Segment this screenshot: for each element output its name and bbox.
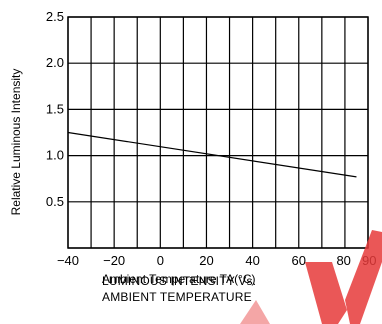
x-tick-label: −20 bbox=[103, 253, 125, 268]
y-tick-label: 1.0 bbox=[46, 148, 64, 163]
y-tick-label: 2.0 bbox=[46, 55, 64, 70]
watermark-stroke bbox=[345, 230, 382, 324]
watermark-stroke bbox=[305, 262, 347, 324]
y-axis-label: Relative Luminous Intensity bbox=[9, 69, 23, 216]
x-tick-label: 40 bbox=[245, 253, 259, 268]
caption-line-1: LUMINOUS INTENSITY Vs. bbox=[102, 274, 257, 288]
x-tick-label: 20 bbox=[199, 253, 213, 268]
y-tick-label: 1.5 bbox=[46, 101, 64, 116]
x-tick-label: −40 bbox=[57, 253, 79, 268]
x-axis-label: Ambient Temperature TA(°C) bbox=[102, 272, 256, 286]
y-tick-labels: 0.5 1.0 1.5 2.0 2.5 bbox=[46, 9, 64, 209]
x-tick-label: 0 bbox=[157, 253, 164, 268]
x-tick-label: 80 bbox=[336, 253, 350, 268]
series-line bbox=[67, 131, 357, 178]
y-tick-label: 0.5 bbox=[46, 194, 64, 209]
y-tick-label: 2.5 bbox=[46, 9, 64, 24]
caption-line-2: AMBIENT TEMPERATURE bbox=[102, 290, 252, 304]
x-tick-label: 60 bbox=[292, 253, 306, 268]
series-group bbox=[67, 131, 357, 178]
watermark-stroke bbox=[240, 300, 270, 324]
